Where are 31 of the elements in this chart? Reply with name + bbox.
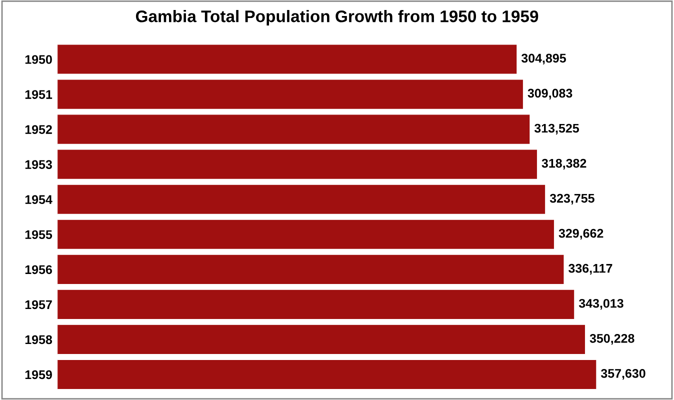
bar (57, 254, 564, 285)
data-label: 343,013 (578, 298, 624, 310)
y-tick-label: 1950 (25, 55, 52, 64)
data-label: 336,117 (568, 264, 612, 275)
bar (57, 149, 538, 180)
data-label: 304,895 (521, 54, 566, 64)
bar (57, 79, 524, 110)
data-label: 318,382 (542, 158, 586, 170)
bar (57, 114, 530, 145)
data-label: 357,630 (600, 368, 646, 380)
data-label: 313,525 (534, 124, 579, 134)
bar (57, 324, 586, 355)
y-tick-label: 1952 (25, 125, 52, 134)
y-tick-label: 1959 (25, 370, 52, 380)
bar (57, 44, 518, 74)
y-tick-label: 1953 (25, 160, 52, 170)
bar (57, 219, 555, 250)
chart-title: Gambia Total Population Growth from 1950 to 1959 (136, 10, 538, 26)
data-label: 309,083 (528, 88, 572, 100)
y-tick-label: 1951 (25, 90, 52, 99)
bar (57, 184, 546, 215)
data-label: 323,755 (550, 194, 594, 205)
bar (57, 289, 575, 320)
y-tick-label: 1955 (25, 230, 52, 240)
y-tick-label: 1956 (25, 265, 52, 274)
data-label: 329,662 (558, 228, 604, 240)
y-tick-label: 1958 (25, 335, 52, 344)
data-label: 350,228 (590, 334, 634, 345)
y-tick-label: 1957 (25, 300, 52, 310)
y-tick-label: 1954 (25, 195, 52, 204)
bar (57, 359, 596, 390)
